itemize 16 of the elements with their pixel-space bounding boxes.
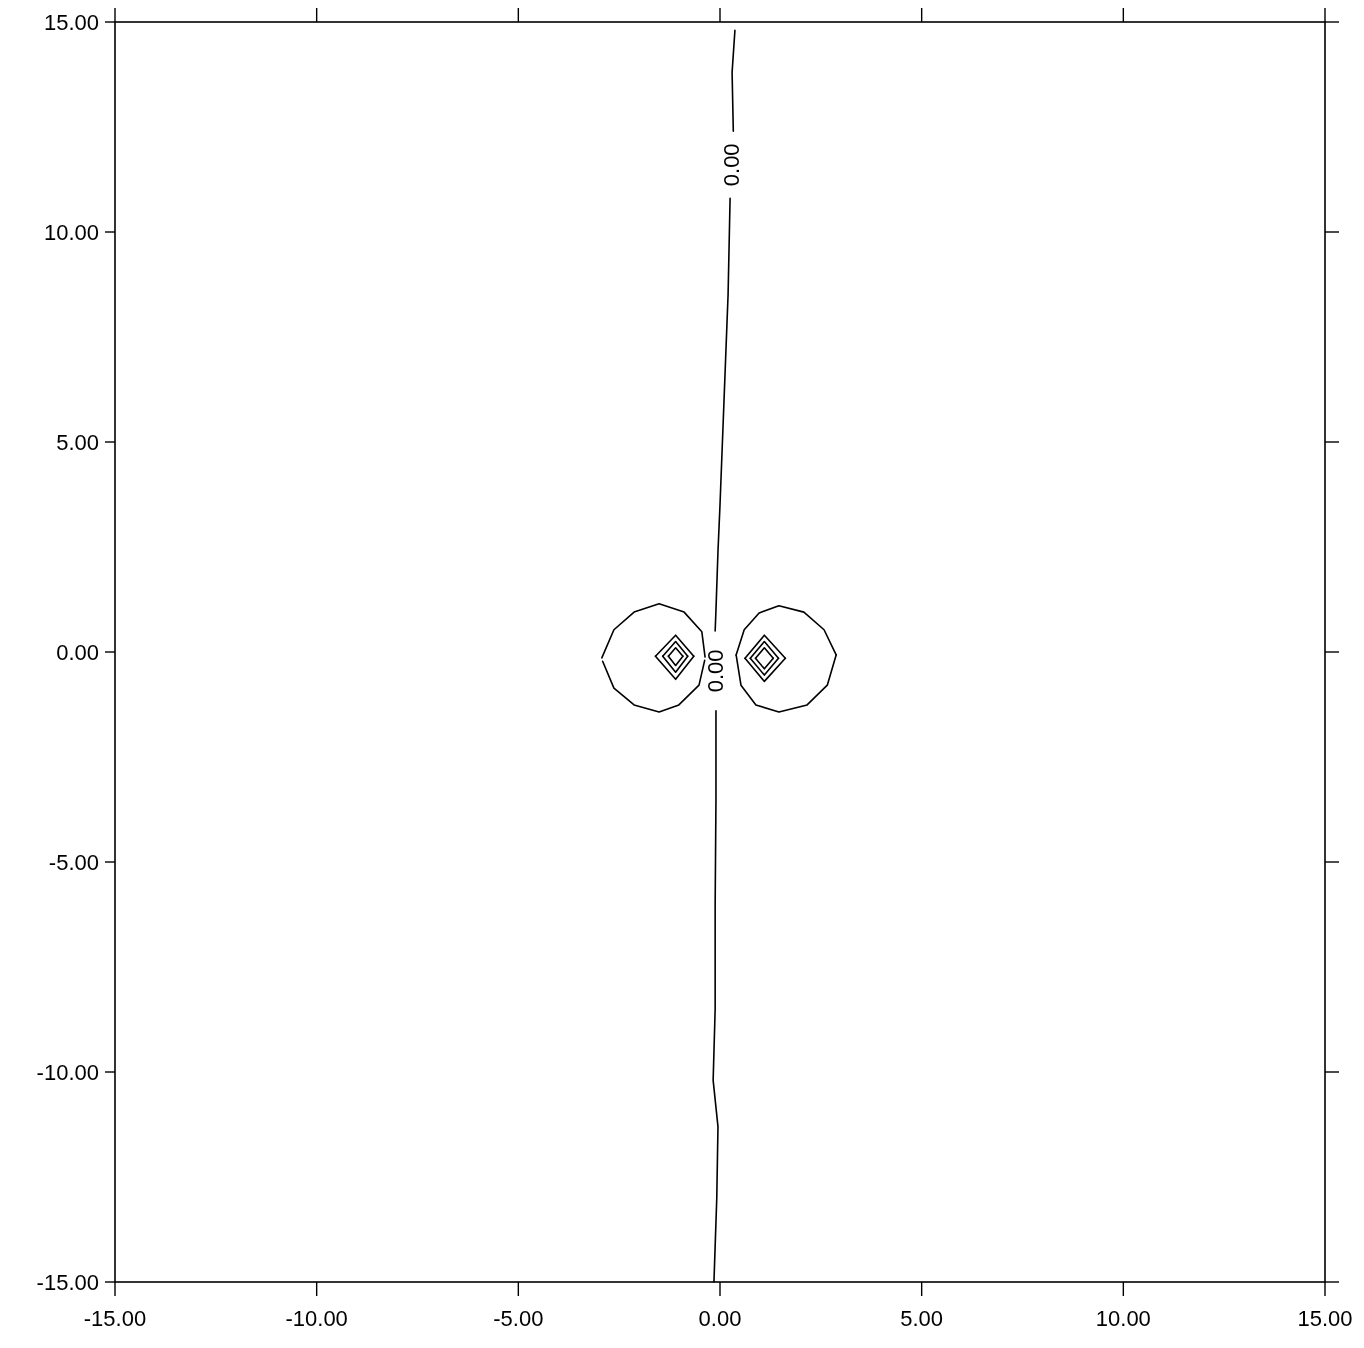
x-tick-label: 10.00 xyxy=(1095,1306,1151,1331)
y-tick-label: -10.00 xyxy=(36,1060,99,1085)
y-tick-label: 0.00 xyxy=(56,640,99,665)
annotation: 0.00 xyxy=(719,143,745,187)
y-tick-label: -5.00 xyxy=(48,850,99,875)
x-tick-label: -10.00 xyxy=(285,1306,348,1331)
x-tick-label: 15.00 xyxy=(1297,1306,1353,1331)
x-tick-label: 5.00 xyxy=(900,1306,944,1331)
y-tick-label: 10.00 xyxy=(43,220,99,245)
y-tick-label: -15.00 xyxy=(36,1270,99,1295)
y-tick-label: 5.00 xyxy=(56,430,99,455)
x-tick-label: 0.00 xyxy=(698,1306,742,1331)
x-tick-label: -5.00 xyxy=(493,1306,544,1331)
annotation: 0.00 xyxy=(703,649,729,693)
y-tick-label: 15.00 xyxy=(43,10,99,35)
x-tick-label: -15.00 xyxy=(83,1306,147,1331)
